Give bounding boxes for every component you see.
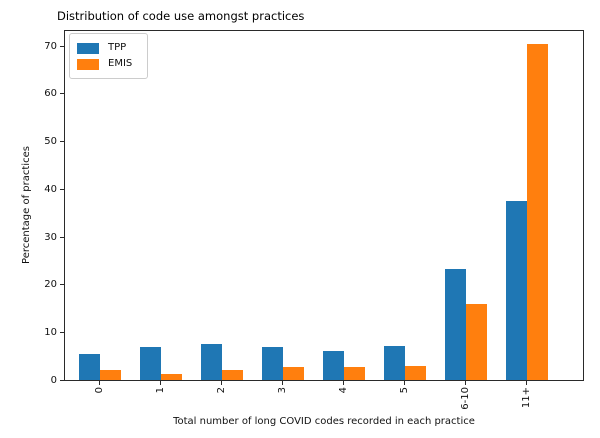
bar-tpp-0 [79, 354, 100, 380]
legend-label-emis: EMIS [108, 58, 133, 69]
x-tick-label-text: 0 [94, 387, 105, 394]
x-tick-label-text: 2 [216, 387, 227, 394]
y-tick-mark [60, 45, 64, 47]
x-tick-mark [465, 381, 466, 385]
x-tick-label-text: 4 [338, 387, 349, 394]
bar-tpp-4 [323, 351, 344, 380]
bar-tpp-2 [201, 344, 222, 380]
bar-emis-3 [283, 366, 304, 380]
y-tick-label: 30 [44, 231, 57, 243]
x-tick-mark [343, 381, 344, 385]
legend-swatch-emis [77, 58, 99, 70]
x-tick-mark [282, 381, 283, 385]
bar-tpp-11+ [506, 200, 527, 380]
bar-emis-6-10 [466, 304, 487, 380]
x-tick-mark [160, 381, 161, 385]
x-tick-label-text: 11+ [521, 387, 532, 409]
y-tick-mark [60, 332, 64, 334]
y-tick-mark [60, 93, 64, 95]
x-tick-mark [404, 381, 405, 385]
y-tick-mark [60, 236, 64, 238]
y-tick-mark [60, 188, 64, 190]
bar-emis-4 [344, 366, 365, 380]
bar-emis-11+ [527, 43, 548, 380]
y-tick-mark [60, 380, 64, 381]
legend-swatch-tpp [77, 42, 99, 54]
bar-tpp-1 [140, 347, 161, 380]
x-tick-label-text: 3 [277, 387, 288, 394]
x-tick-label-text: 1 [155, 387, 166, 394]
x-tick-label-text: 6-10 [460, 387, 471, 410]
x-tick-mark [221, 381, 222, 385]
bar-tpp-6-10 [445, 269, 466, 380]
bar-emis-5 [405, 365, 426, 380]
x-tick-mark [99, 381, 100, 385]
plot-area: TPP EMIS [64, 30, 584, 381]
bar-emis-2 [222, 370, 243, 380]
y-tick-label: 20 [44, 279, 57, 291]
x-tick-mark [526, 381, 527, 385]
y-tick-label: 0 [50, 375, 57, 386]
y-tick-mark [60, 284, 64, 286]
y-tick-label: 60 [44, 88, 57, 100]
legend-item-tpp: TPP [77, 40, 132, 56]
y-tick-label: 50 [44, 136, 57, 148]
y-tick-label: 10 [44, 327, 57, 339]
y-tick-label: 40 [44, 183, 57, 195]
legend-label-tpp: TPP [108, 42, 127, 53]
x-tick-label-text: 5 [399, 387, 410, 394]
bar-emis-0 [100, 370, 121, 380]
legend-item-emis: EMIS [77, 56, 132, 72]
chart-title: Distribution of code use amongst practic… [57, 9, 305, 23]
y-axis-label-text: Percentage of practices [21, 146, 32, 264]
bar-tpp-3 [262, 347, 283, 380]
x-axis-label: Total number of long COVID codes recorde… [173, 416, 475, 427]
bar-tpp-5 [384, 346, 405, 380]
legend: TPP EMIS [69, 33, 149, 79]
bar-emis-1 [161, 373, 182, 380]
y-tick-label: 70 [44, 40, 57, 52]
y-tick-mark [60, 141, 64, 143]
